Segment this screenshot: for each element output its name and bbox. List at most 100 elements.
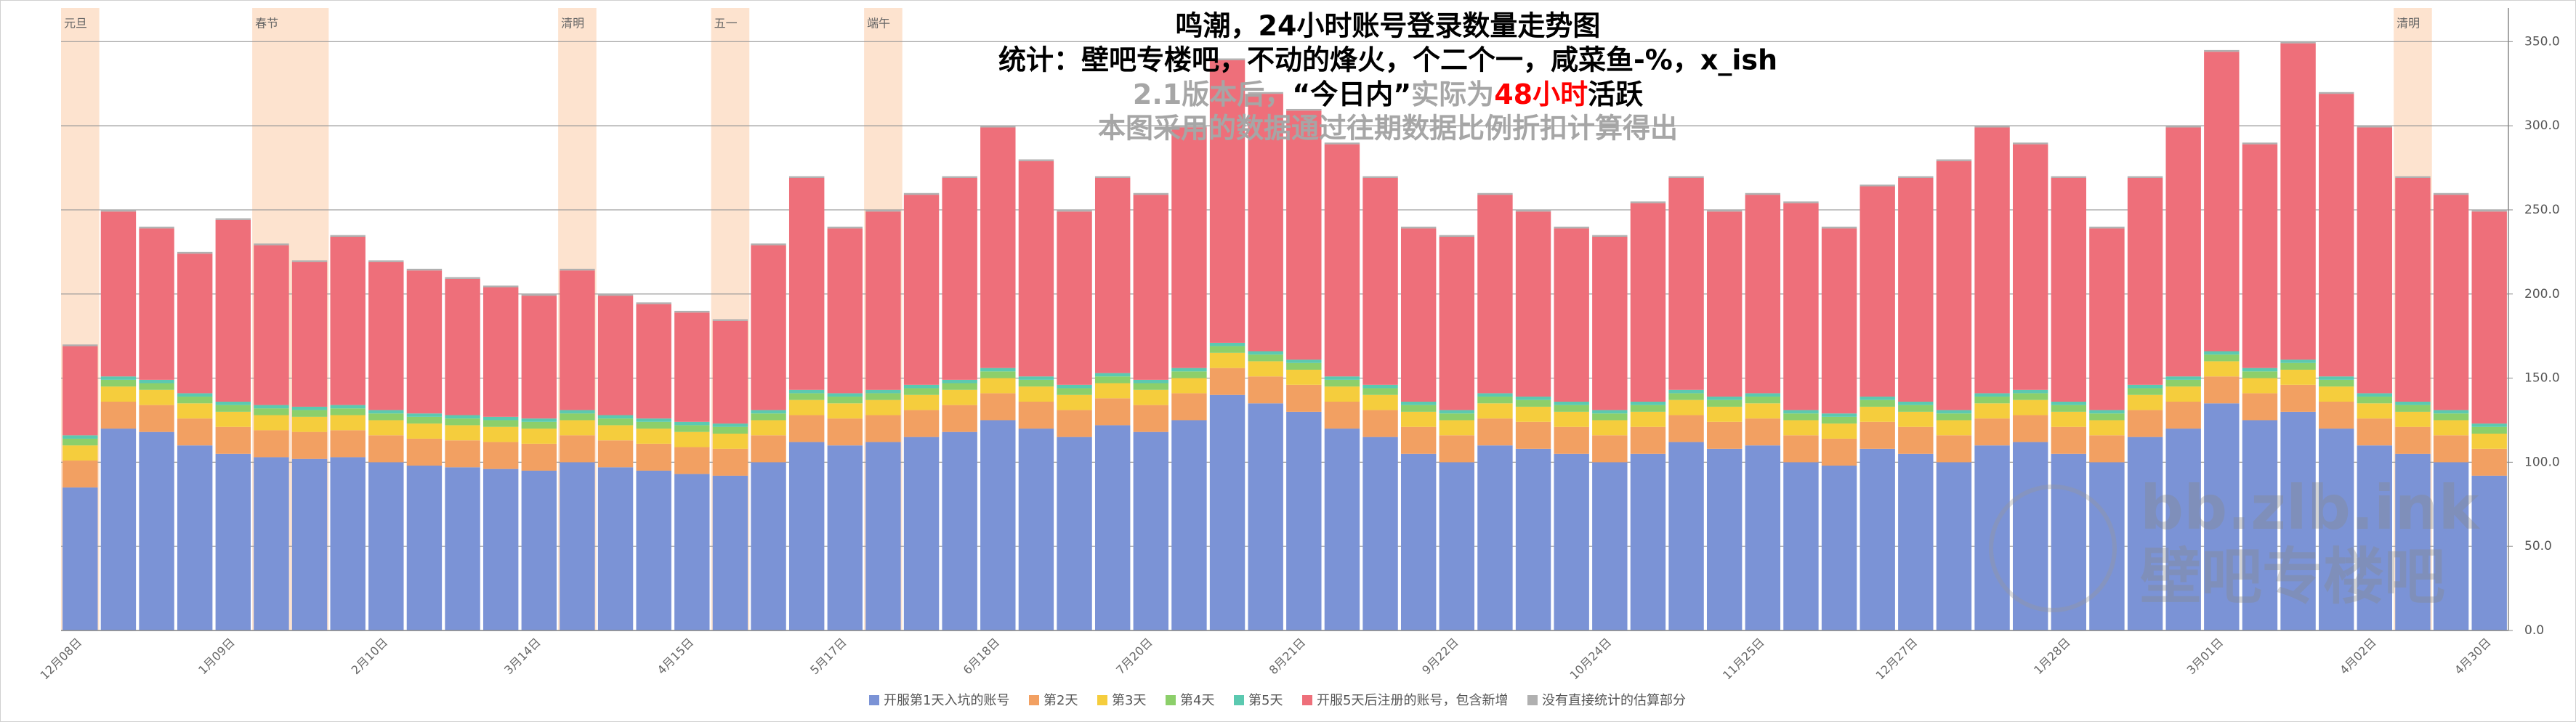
bar-segment: [751, 245, 786, 410]
bar-segment: [1094, 425, 1131, 630]
holiday-label: 春节: [255, 17, 278, 31]
bar-segment: [100, 376, 137, 380]
bar-segment: [1821, 227, 1857, 229]
bar-segment: [2318, 429, 2354, 630]
bar-segment: [980, 378, 1016, 394]
bar-segment: [1057, 209, 1092, 212]
bar-segment: [865, 415, 901, 442]
bar-segment: [942, 405, 977, 432]
bar-segment: [2433, 420, 2469, 436]
bar-segment: [1974, 127, 2010, 394]
bar-segment: [2433, 195, 2469, 410]
bar-segment: [1630, 453, 1666, 630]
bar-segment: [1860, 399, 1895, 407]
bar-segment: [1936, 410, 1972, 414]
bar-segment: [636, 429, 671, 444]
legend-swatch: [1166, 695, 1176, 705]
bar-segment: [1209, 342, 1245, 346]
bar-segment: [1668, 393, 1704, 400]
bar-segment: [1898, 453, 1934, 630]
watermark: bb.zlb.ink 壁吧专楼吧: [1989, 472, 2480, 612]
bar-segment: [2127, 176, 2163, 178]
bar-segment: [712, 475, 748, 630]
bar-segment: [1018, 379, 1054, 387]
bar-segment: [980, 127, 1016, 368]
bar-segment: [942, 176, 977, 178]
bar-segment: [254, 405, 289, 409]
watermark-text: bb.zlb.ink: [2140, 472, 2480, 543]
bar-segment: [2242, 368, 2278, 372]
bar-segment: [1706, 399, 1743, 407]
bar-segment: [674, 312, 710, 422]
bar-segment: [1057, 394, 1092, 410]
bar-segment: [2089, 462, 2125, 630]
bar-segment: [215, 219, 251, 402]
chart-title: 鸣潮，24小时账号登录数量走势图: [1176, 10, 1601, 42]
bar-segment: [1171, 368, 1207, 372]
bar-segment: [2051, 411, 2087, 427]
bar-segment: [1439, 235, 1475, 238]
bar-segment: [1706, 406, 1743, 422]
bar-segment: [483, 285, 519, 288]
bar-segment: [1515, 211, 1551, 397]
bar-segment: [1324, 386, 1360, 402]
bar-segment: [1821, 416, 1857, 424]
bar-segment: [406, 270, 443, 414]
y-tick-label: 0.0: [2524, 623, 2544, 638]
bar-segment: [712, 319, 748, 321]
bar-segment: [674, 474, 710, 630]
bar-segment: [100, 429, 137, 630]
bar-segment: [1783, 201, 1819, 203]
bar-segment: [2012, 393, 2048, 400]
bar-segment: [1668, 389, 1704, 394]
bar-segment: [2012, 415, 2048, 442]
bar-segment: [2127, 384, 2163, 389]
bar-segment: [1592, 420, 1628, 436]
bar-segment: [1745, 397, 1781, 404]
bar-segment: [1362, 384, 1398, 389]
bar-segment: [521, 296, 557, 419]
bar-segment: [291, 260, 328, 262]
bar-segment: [1668, 176, 1704, 178]
bar-segment: [521, 418, 557, 422]
bar-segment: [445, 277, 480, 279]
bar-segment: [1783, 410, 1819, 414]
bar-segment: [1286, 360, 1322, 363]
bar-segment: [2318, 94, 2354, 377]
bar-segment: [2433, 462, 2469, 630]
bar-segment: [62, 445, 98, 461]
bar-segment: [1783, 420, 1819, 436]
bar-segment: [521, 293, 557, 296]
bar-segment: [827, 228, 863, 394]
bar-segment: [1248, 354, 1283, 362]
bar-segment: [1592, 237, 1628, 410]
bar-segment: [368, 260, 404, 262]
bar-segment: [1439, 420, 1475, 436]
bar-segment: [62, 487, 98, 630]
bar-segment: [1592, 410, 1628, 414]
bar-segment: [215, 401, 251, 405]
holiday-label: 端午: [867, 17, 890, 31]
bar-segment: [2165, 379, 2201, 387]
bar-segment: [1171, 393, 1207, 421]
bar-segment: [2242, 142, 2278, 145]
bar-segment: [406, 416, 443, 424]
bar-segment: [2127, 388, 2163, 395]
bar-segment: [788, 393, 825, 400]
bar-segment: [560, 270, 595, 410]
bar-segment: [2357, 403, 2393, 419]
bar-segment: [1515, 421, 1551, 449]
bar-segment: [1286, 362, 1322, 370]
bar-segment: [406, 413, 443, 417]
bar-segment: [2280, 43, 2316, 360]
bar-segment: [2471, 448, 2507, 476]
bar-segment: [2051, 426, 2087, 454]
bar-segment: [1515, 448, 1551, 630]
bar-segment: [1821, 423, 1857, 439]
bar-segment: [1745, 403, 1781, 419]
bar-segment: [865, 399, 901, 415]
bar-segment: [788, 399, 825, 415]
bar-segment: [2318, 386, 2354, 402]
bar-segment: [1898, 411, 1934, 427]
bar-segment: [1554, 227, 1589, 229]
